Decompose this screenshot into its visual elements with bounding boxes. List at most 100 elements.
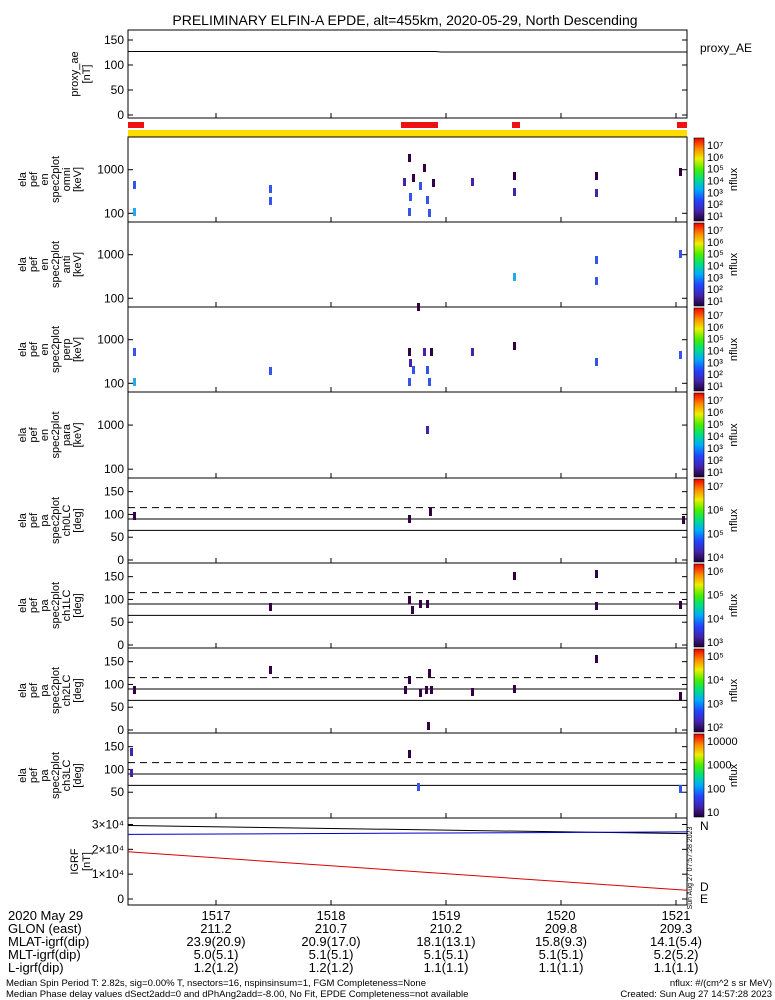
spectrogram-blip xyxy=(133,181,136,189)
colorbar-label: nflux xyxy=(728,508,740,532)
y-tick-label: 100 xyxy=(104,58,124,72)
spectrogram-blip xyxy=(408,154,411,162)
orbit-cell: 15.8(9.3) xyxy=(535,934,587,949)
igrf-component-letter: E xyxy=(700,892,708,906)
spectrogram-blip xyxy=(411,606,414,614)
spectrogram-blip xyxy=(428,669,431,677)
spectrogram-blip xyxy=(419,600,422,608)
y-axis-label: pa xyxy=(39,684,51,697)
spectrogram-blip xyxy=(595,602,598,610)
y-tick-label: 50 xyxy=(111,615,125,629)
spectrogram-blip xyxy=(409,359,412,367)
y-axis-label: [keV] xyxy=(72,422,84,447)
spectrogram-blip xyxy=(425,686,428,694)
spectrogram-blip xyxy=(412,366,415,374)
y-axis-label: pef xyxy=(28,682,40,698)
colorbar-tick-label: 10⁶ xyxy=(707,566,724,578)
y-tick-label: 1000 xyxy=(97,248,124,262)
spectrogram-blip xyxy=(427,722,430,730)
y-tick-label: 150 xyxy=(104,570,124,584)
spectrogram-blip xyxy=(595,172,598,180)
y-tick-label: 100 xyxy=(104,592,124,606)
colorbar xyxy=(693,733,705,818)
y-axis-label: [nT] xyxy=(81,65,93,84)
spectrogram-blip xyxy=(408,208,411,216)
orbit-row-label: GLON (east) xyxy=(8,921,82,936)
footer-line-1: Median Spin Period T: 2.82s, sig=0.00% T… xyxy=(6,978,426,989)
y-axis-label: [deg] xyxy=(72,593,84,617)
colorbar-tick-label: 10³ xyxy=(707,187,723,199)
colorbar-tick-label: 10⁶ xyxy=(707,407,724,419)
colorbar-tick-label: 10⁶ xyxy=(707,322,724,334)
spectrogram-blip xyxy=(419,689,422,697)
y-axis-label: ch1LC xyxy=(61,590,73,622)
spectrogram-blip xyxy=(430,686,433,694)
spectrogram-blip xyxy=(513,188,516,196)
panel-frame-en_perp xyxy=(127,306,688,393)
colorbar-tick-label: 10⁶ xyxy=(707,237,724,249)
y-axis-label: pef xyxy=(28,341,40,357)
panel-frame-en_anti xyxy=(127,221,688,308)
y-axis-label: IGRF xyxy=(69,848,81,875)
y-tick-label: 150 xyxy=(104,33,124,47)
y-axis-label: perp xyxy=(61,338,73,360)
panel-frame-igrf xyxy=(127,817,688,906)
y-axis-label: pef xyxy=(28,512,40,528)
colorbar xyxy=(693,563,705,648)
colorbar-tick-label: 10⁷ xyxy=(707,225,723,237)
y-axis-label: pef xyxy=(28,426,40,442)
spectrogram-blip xyxy=(404,686,407,694)
y-tick-label: 3×10⁴ xyxy=(92,817,124,831)
spectrogram-blip xyxy=(409,193,412,201)
colorbar-tick-label: 10² xyxy=(707,455,723,467)
y-tick-label: 1000 xyxy=(97,163,124,177)
spectrogram-blip xyxy=(417,783,420,791)
spectrogram-blip xyxy=(595,189,598,197)
y-axis-label: [keV] xyxy=(72,337,84,362)
y-tick-label: 50 xyxy=(111,785,125,799)
orbit-cell: 210.2 xyxy=(430,921,463,936)
time-tick-label: 1517 xyxy=(202,908,231,923)
y-axis-label: omni xyxy=(61,168,73,192)
y-tick-label: 100 xyxy=(104,206,124,220)
y-tick-label: 50 xyxy=(111,83,125,97)
spectrogram-blip xyxy=(595,655,598,663)
colorbar-label: nflux xyxy=(728,763,740,787)
orbit-cell: 20.9(17.0) xyxy=(301,934,360,949)
orbit-row-label: L-igrf(dip) xyxy=(8,960,64,975)
orbit-cell: 23.9(20.9) xyxy=(186,934,245,949)
y-axis-label: pef xyxy=(28,597,40,613)
y-tick-label: 100 xyxy=(104,291,124,305)
orbit-cell: 1.1(1.1) xyxy=(424,960,469,975)
y-axis-label: spec2plot xyxy=(50,667,62,714)
y-tick-label: 0 xyxy=(117,553,124,567)
orbit-cell: 14.1(5.4) xyxy=(650,934,702,949)
y-axis-label: pa xyxy=(39,769,51,782)
igrf-component-line xyxy=(127,851,688,891)
colorbar xyxy=(693,392,705,478)
colorbar-tick-label: 10² xyxy=(707,722,723,734)
time-tick-label: 1521 xyxy=(662,908,691,923)
y-tick-label: 2×10⁴ xyxy=(92,842,124,856)
spectrogram-blip xyxy=(595,358,598,366)
spectrogram-blip xyxy=(679,601,682,609)
y-axis-label: ela xyxy=(17,512,29,528)
colorbar-tick-label: 10⁵ xyxy=(707,590,724,602)
colorbar xyxy=(693,137,705,222)
y-axis-label: en xyxy=(39,258,51,270)
y-axis-label: [deg] xyxy=(72,678,84,702)
colorbar xyxy=(693,222,705,307)
colorbar-tick-label: 10⁵ xyxy=(707,651,724,663)
orbit-cell: 5.1(5.1) xyxy=(539,947,584,962)
spectrogram-blip xyxy=(130,748,133,756)
colorbar-tick-label: 10000 xyxy=(707,736,738,748)
colorbar-tick-label: 10⁷ xyxy=(707,310,723,322)
colorbar-tick-label: 10³ xyxy=(707,637,723,649)
spectrogram-blip xyxy=(133,378,136,386)
y-axis-label: spec2plot xyxy=(50,411,62,458)
spectrogram-blip xyxy=(423,348,426,356)
colorbar-tick-label: 100 xyxy=(707,783,725,795)
spectrogram-blip xyxy=(471,688,474,696)
y-axis-label: ela xyxy=(17,427,29,443)
panel-frame-pa_ch1LC xyxy=(127,562,688,649)
